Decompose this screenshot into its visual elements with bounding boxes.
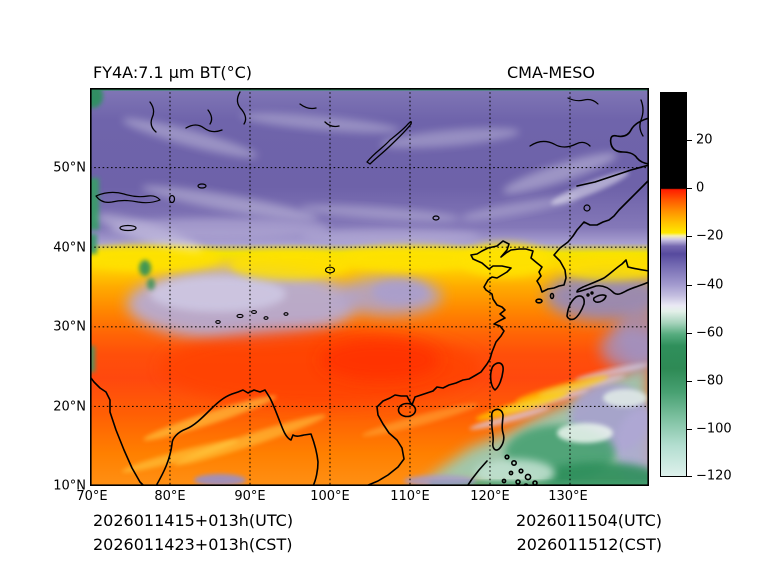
colorbar-tick xyxy=(687,236,692,238)
coastlines xyxy=(90,91,649,486)
colorbar-label-m100: −100 xyxy=(696,421,732,437)
colorbar-label-m20: −20 xyxy=(696,228,724,244)
colorbar-tick xyxy=(687,333,692,335)
colorbar-tick xyxy=(687,429,692,431)
x-tick-90e: 90°E xyxy=(234,489,266,504)
colorbar-tick xyxy=(687,476,692,478)
colorbar-tick xyxy=(687,285,692,287)
colorbar-tick xyxy=(687,381,692,383)
colorbar-label-0: 0 xyxy=(696,180,705,196)
colorbar-label-m120: −120 xyxy=(696,468,732,484)
y-tick-40n: 40°N xyxy=(53,240,86,256)
y-tick-10n: 10°N xyxy=(53,478,86,494)
x-tick-80e: 80°E xyxy=(154,489,186,504)
timestamp-init-cst: 2026011423+013h(CST) xyxy=(93,535,293,554)
map-frame xyxy=(90,88,649,486)
timestamp-init-utc: 2026011415+013h(UTC) xyxy=(93,511,294,530)
y-tick-20n: 20°N xyxy=(53,399,86,415)
map-canvas xyxy=(90,88,649,486)
y-tick-30n: 30°N xyxy=(53,319,86,335)
page-title: FY4A:7.1 μm BT(°C) xyxy=(93,63,252,82)
timestamp-right: 2026011504(UTC) 2026011512(CST) xyxy=(440,509,662,557)
grid-lines xyxy=(90,88,649,486)
colorbar-tick xyxy=(687,188,692,190)
x-tick-120e: 120°E xyxy=(470,489,510,504)
x-tick-100e: 100°E xyxy=(310,489,350,504)
timestamp-valid-cst: 2026011512(CST) xyxy=(516,535,662,554)
x-tick-70e: 70°E xyxy=(76,489,108,504)
timestamp-valid-utc: 2026011504(UTC) xyxy=(516,511,662,530)
colorbar-tick xyxy=(687,140,692,142)
bt-field xyxy=(90,88,649,486)
colorbar-gradient xyxy=(660,92,687,477)
timestamp-left: 2026011415+013h(UTC) 2026011423+013h(CST… xyxy=(93,509,293,557)
x-tick-130e: 130°E xyxy=(548,489,588,504)
colorbar-label-m80: −80 xyxy=(696,373,724,389)
model-label: CMA-MESO xyxy=(507,63,596,82)
colorbar-label-m60: −60 xyxy=(696,325,724,341)
colorbar-label-m40: −40 xyxy=(696,277,724,293)
colorbar-label-20: 20 xyxy=(696,132,713,148)
x-tick-110e: 110°E xyxy=(390,489,430,504)
y-tick-50n: 50°N xyxy=(53,160,86,176)
